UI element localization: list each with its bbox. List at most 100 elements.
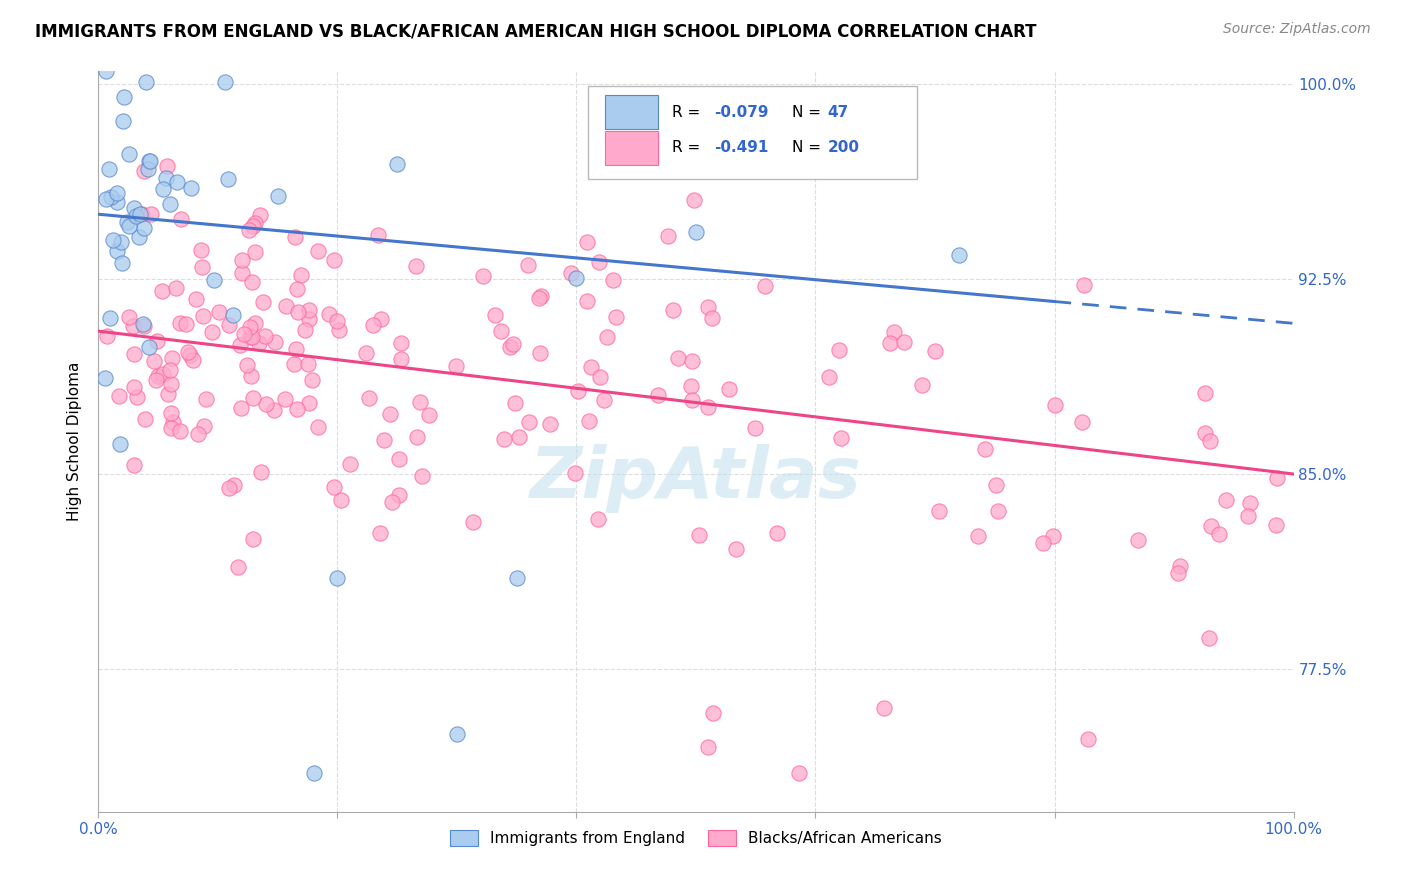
- Point: [602, 273, 624, 287]
- Point: [765, 525, 787, 540]
- Point: [924, 344, 946, 359]
- Point: [1042, 529, 1064, 543]
- Point: [100, 190, 122, 204]
- Point: [297, 357, 319, 371]
- Point: [239, 330, 262, 344]
- Point: [1043, 398, 1066, 412]
- Point: [1071, 415, 1094, 429]
- Point: [110, 235, 132, 249]
- Text: ZipAtlas: ZipAtlas: [530, 444, 862, 513]
- Point: [122, 319, 145, 334]
- Point: [162, 416, 184, 430]
- Point: [966, 529, 988, 543]
- Point: [112, 90, 135, 104]
- Point: [661, 303, 683, 318]
- Point: [328, 323, 350, 337]
- Point: [159, 363, 181, 377]
- Point: [471, 268, 494, 283]
- Point: [146, 334, 169, 348]
- Point: [575, 235, 598, 249]
- Point: [169, 424, 191, 438]
- Point: [506, 571, 529, 585]
- Point: [228, 338, 250, 352]
- Point: [232, 326, 254, 341]
- Point: [127, 390, 149, 404]
- Point: [263, 334, 285, 349]
- Point: [242, 219, 264, 233]
- Point: [250, 465, 273, 479]
- Point: [159, 197, 181, 211]
- Point: [1215, 493, 1237, 508]
- Point: [1239, 496, 1261, 510]
- Point: [589, 370, 612, 384]
- Text: IMMIGRANTS FROM ENGLAND VS BLACK/AFRICAN AMERICAN HIGH SCHOOL DIPLOMA CORRELATIO: IMMIGRANTS FROM ENGLAND VS BLACK/AFRICAN…: [35, 22, 1036, 40]
- Point: [103, 233, 125, 247]
- Point: [118, 146, 141, 161]
- Point: [973, 442, 995, 457]
- Point: [96, 329, 118, 343]
- Point: [700, 310, 723, 325]
- Point: [181, 353, 204, 368]
- Point: [132, 221, 155, 235]
- Point: [326, 313, 349, 327]
- Point: [873, 701, 896, 715]
- Point: [190, 243, 212, 257]
- Point: [152, 368, 174, 382]
- Point: [148, 369, 170, 384]
- Point: [702, 706, 724, 720]
- Point: [388, 488, 411, 502]
- Text: Source: ZipAtlas.com: Source: ZipAtlas.com: [1223, 22, 1371, 37]
- Point: [323, 252, 346, 267]
- Point: [307, 244, 329, 259]
- Point: [494, 433, 516, 447]
- Point: [444, 359, 467, 374]
- Point: [388, 451, 411, 466]
- Point: [596, 330, 619, 344]
- Point: [111, 114, 134, 128]
- Point: [145, 373, 167, 387]
- Point: [744, 421, 766, 435]
- Point: [160, 421, 183, 435]
- Point: [240, 329, 263, 343]
- Point: [1168, 559, 1191, 574]
- Point: [681, 393, 703, 408]
- Point: [97, 161, 120, 176]
- Point: [685, 225, 707, 239]
- Point: [222, 308, 245, 322]
- Point: [122, 346, 145, 360]
- Point: [132, 319, 155, 334]
- Point: [517, 416, 540, 430]
- Point: [323, 480, 346, 494]
- Point: [204, 273, 226, 287]
- Point: [502, 337, 524, 351]
- Point: [240, 368, 263, 383]
- Point: [389, 335, 412, 350]
- Point: [370, 525, 392, 540]
- Point: [157, 386, 180, 401]
- Text: R =: R =: [672, 140, 706, 155]
- Point: [218, 481, 240, 495]
- Point: [298, 396, 321, 410]
- Legend: Immigrants from England, Blacks/African Americans: Immigrants from England, Blacks/African …: [444, 824, 948, 852]
- Point: [274, 392, 297, 407]
- Point: [647, 388, 669, 402]
- Point: [231, 267, 253, 281]
- Point: [1194, 385, 1216, 400]
- Point: [987, 504, 1010, 518]
- Point: [1264, 517, 1286, 532]
- Point: [194, 392, 217, 407]
- Text: -0.491: -0.491: [714, 140, 768, 155]
- Point: [529, 346, 551, 360]
- Point: [108, 437, 131, 451]
- Point: [243, 216, 266, 230]
- Point: [1198, 631, 1220, 645]
- Point: [240, 275, 263, 289]
- Text: N =: N =: [792, 104, 825, 120]
- Point: [254, 397, 277, 411]
- Point: [118, 219, 141, 233]
- Point: [122, 458, 145, 472]
- Point: [948, 248, 970, 262]
- Point: [191, 309, 214, 323]
- Point: [339, 457, 361, 471]
- Point: [302, 765, 325, 780]
